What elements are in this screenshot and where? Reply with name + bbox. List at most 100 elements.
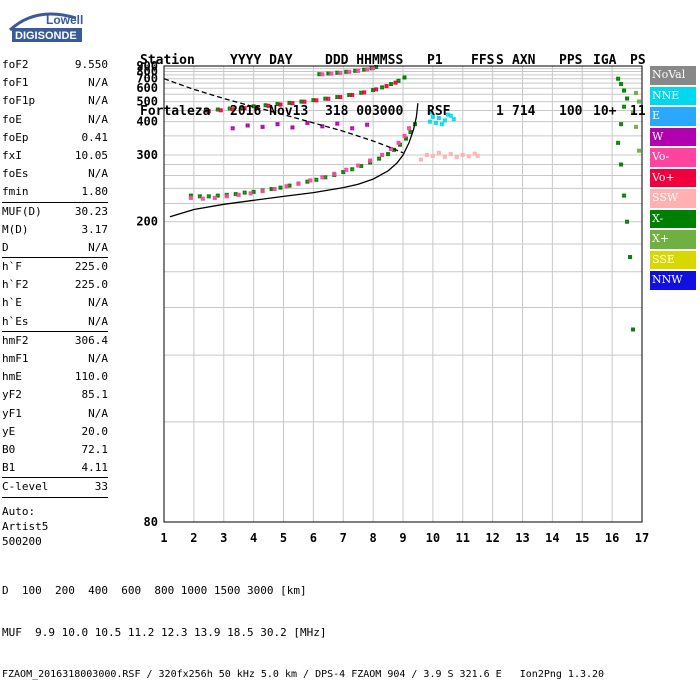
legend-item-e: E <box>650 107 696 126</box>
data-point <box>232 107 235 110</box>
param-separator <box>2 201 108 203</box>
legend-item-noval: NoVal <box>650 66 696 85</box>
data-point <box>436 115 439 118</box>
data-point <box>329 71 332 74</box>
data-point <box>208 196 211 199</box>
data-point <box>358 68 361 71</box>
x-tick-label: 7 <box>340 531 347 545</box>
data-point <box>349 69 352 72</box>
data-point <box>389 149 392 152</box>
data-point <box>370 162 373 165</box>
data-point <box>380 87 383 90</box>
data-point <box>208 111 211 114</box>
data-point <box>247 125 250 128</box>
data-point <box>232 109 235 112</box>
data-point <box>331 73 334 76</box>
footer: D 100 200 400 600 800 1000 1500 3000 [km… <box>2 556 604 696</box>
data-point <box>472 151 475 154</box>
data-point <box>248 193 251 196</box>
data-point <box>430 155 433 158</box>
data-point <box>275 102 278 105</box>
data-point <box>376 89 379 92</box>
data-point <box>448 154 451 157</box>
data-point <box>468 156 471 159</box>
data-point <box>472 153 475 156</box>
data-point <box>382 154 385 157</box>
x-tick-label: 4 <box>250 531 257 545</box>
data-point <box>350 94 353 97</box>
data-point <box>340 95 343 98</box>
data-point <box>224 194 227 197</box>
data-point <box>395 82 398 85</box>
data-point <box>634 91 637 94</box>
data-point <box>298 183 301 186</box>
data-point <box>200 196 203 199</box>
header-row2-cell-1: 2016 Nov13 <box>230 104 309 119</box>
data-point <box>404 77 407 80</box>
data-point <box>347 92 350 95</box>
data-point <box>278 187 281 190</box>
curves-layer <box>163 78 419 218</box>
data-point <box>292 127 295 130</box>
x-tick-label: 1 <box>160 531 167 545</box>
data-point <box>404 75 407 78</box>
data-point <box>364 92 367 95</box>
data-point <box>344 71 347 74</box>
data-point <box>625 219 628 222</box>
d-values: 100 200 400 600 800 1000 1500 3000 [km] <box>8 584 307 597</box>
data-point <box>350 126 353 129</box>
param-row: D N/A <box>2 239 108 257</box>
data-point <box>371 89 374 92</box>
data-point <box>621 84 624 87</box>
data-point <box>362 69 365 72</box>
data-point <box>203 110 206 113</box>
param-key: yE <box>2 424 16 438</box>
data-point <box>442 118 445 121</box>
data-point <box>286 184 289 187</box>
param-separator <box>2 257 108 259</box>
data-point <box>633 327 636 330</box>
ticks-layer: 1 2 3 4 5 6 7 8 9 10 11 12 13 14 15 16 17802003004005006… <box>136 59 649 545</box>
data-point <box>308 180 311 183</box>
data-point <box>639 99 642 102</box>
data-point <box>284 184 287 187</box>
data-point <box>289 185 292 188</box>
data-point <box>244 192 247 195</box>
data-point <box>188 193 191 196</box>
data-point <box>292 125 295 128</box>
data-point <box>335 72 338 75</box>
data-point <box>382 85 385 88</box>
data-point <box>310 180 313 183</box>
data-point <box>622 90 625 93</box>
data-point <box>218 110 221 113</box>
x-tick-label: 11 <box>456 531 470 545</box>
data-point <box>304 99 307 102</box>
data-point <box>442 120 445 123</box>
header-row2-cell-7: 100 <box>559 104 583 119</box>
header-row1-cell-0: Station <box>140 53 195 68</box>
data-point <box>224 192 227 195</box>
data-point <box>367 122 370 125</box>
data-point <box>316 98 319 101</box>
data-point <box>414 124 417 127</box>
footer-d-row: D 100 200 400 600 800 1000 1500 3000 [km… <box>2 584 604 598</box>
data-point <box>627 96 630 99</box>
data-point <box>242 106 245 109</box>
data-point <box>625 221 628 224</box>
data-point <box>402 75 405 78</box>
param-row: foE N/A <box>2 111 108 129</box>
data-point <box>238 192 241 195</box>
data-point <box>214 195 217 198</box>
data-point <box>430 153 433 156</box>
data-point <box>636 91 639 94</box>
data-point <box>325 175 328 178</box>
data-point <box>308 178 311 181</box>
data-point <box>290 127 293 130</box>
data-point <box>450 113 453 116</box>
data-point <box>430 116 433 119</box>
legend-item-vo-: Vo- <box>650 148 696 167</box>
x-tick-label: 2 <box>190 531 197 545</box>
data-point <box>619 124 622 127</box>
data-point <box>444 120 447 123</box>
data-point <box>320 175 323 178</box>
